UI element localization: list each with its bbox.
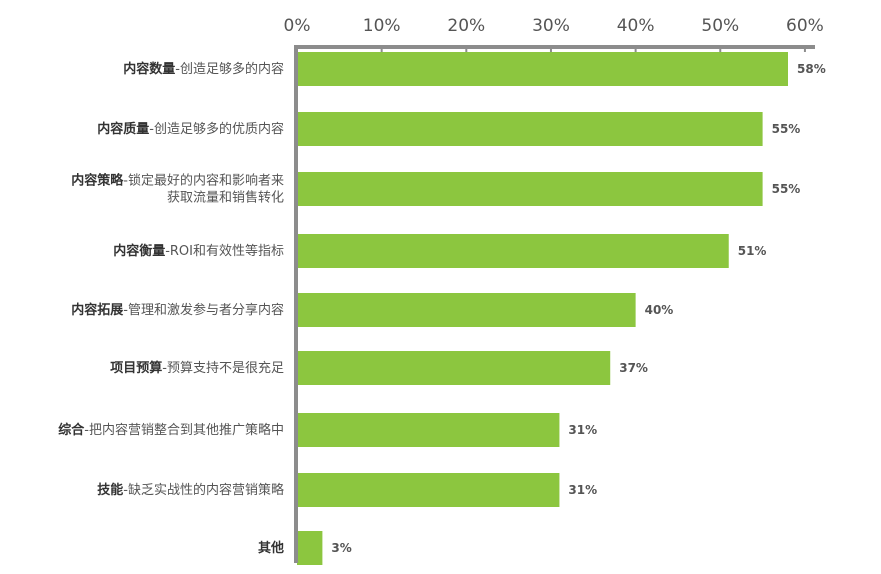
x-tick-label: 40% <box>617 16 655 36</box>
x-tick-label: 0% <box>284 16 311 36</box>
category-label-bold: 内容策略 <box>71 173 124 189</box>
category-label-bold: 项目预算 <box>110 360 162 376</box>
bars-group <box>297 52 788 565</box>
bar <box>297 234 729 268</box>
axes-group <box>294 45 815 563</box>
category-label: 内容策略-锁定最好的内容和影响者来 <box>71 173 284 189</box>
value-label: 51% <box>738 244 767 258</box>
value-label: 55% <box>772 122 801 136</box>
category-label: 内容数量-创造足够多的内容 <box>123 61 284 77</box>
bar <box>297 413 560 447</box>
category-label-text: 获取流量和销售转化 <box>167 190 284 206</box>
category-labels: 内容数量-创造足够多的内容内容质量-创造足够多的优质内容内容策略-锁定最好的内容… <box>58 61 284 556</box>
value-label: 40% <box>645 303 674 317</box>
category-label-text: -管理和激发参与者分享内容 <box>123 302 284 318</box>
category-label-text: -创造足够多的优质内容 <box>149 121 284 137</box>
category-label-bold: 其他 <box>258 540 284 556</box>
category-label: 获取流量和销售转化 <box>167 190 284 206</box>
x-tick-label: 30% <box>532 16 570 36</box>
value-label: 3% <box>331 541 351 555</box>
category-label-bold: 综合 <box>58 422 85 438</box>
bar <box>297 351 611 385</box>
bar <box>297 473 560 507</box>
category-label-bold: 技能 <box>97 482 123 498</box>
category-label: 内容拓展-管理和激发参与者分享内容 <box>71 302 284 318</box>
category-label-text: -锁定最好的内容和影响者来 <box>123 173 284 189</box>
bar <box>297 172 763 206</box>
x-tick-label: 10% <box>363 16 401 36</box>
value-label: 31% <box>568 483 597 497</box>
category-label-bold: 内容拓展 <box>71 302 124 318</box>
category-label-text: -缺乏实战性的内容营销策略 <box>123 482 284 498</box>
x-tick-label: 60% <box>786 16 824 36</box>
bar <box>297 112 763 146</box>
value-label: 55% <box>772 182 801 196</box>
category-label-bold: 内容衡量 <box>113 243 165 259</box>
category-label: 综合-把内容营销整合到其他推广策略中 <box>58 422 284 438</box>
category-label-text: -预算支持不是很充足 <box>162 360 284 376</box>
category-label: 其他 <box>258 540 284 556</box>
category-label: 技能-缺乏实战性的内容营销策略 <box>97 482 284 498</box>
value-label: 31% <box>568 423 597 437</box>
value-labels: 58% 55% 55% 51% 40% 37% 31% 31% 3% <box>331 62 825 555</box>
x-tick-label: 50% <box>701 16 739 36</box>
value-label: 37% <box>619 361 648 375</box>
category-label: 内容衡量-ROI和有效性等指标 <box>113 243 284 259</box>
category-label-bold: 内容数量 <box>123 61 175 77</box>
category-label-bold: 内容质量 <box>97 121 149 137</box>
category-label: 项目预算-预算支持不是很充足 <box>110 360 284 376</box>
bar <box>297 531 323 565</box>
category-label: 内容质量-创造足够多的优质内容 <box>97 121 284 137</box>
x-axis-ticks: 0% 10% 20% 30% 40% 50% 60% <box>284 16 824 36</box>
category-label-text: -把内容营销整合到其他推广策略中 <box>84 422 284 438</box>
value-label: 58% <box>797 62 826 76</box>
bar <box>297 52 788 86</box>
x-tick-label: 20% <box>447 16 485 36</box>
category-label-text: -创造足够多的内容 <box>175 61 284 77</box>
bar <box>297 293 636 327</box>
category-label-text: -ROI和有效性等指标 <box>165 243 284 259</box>
